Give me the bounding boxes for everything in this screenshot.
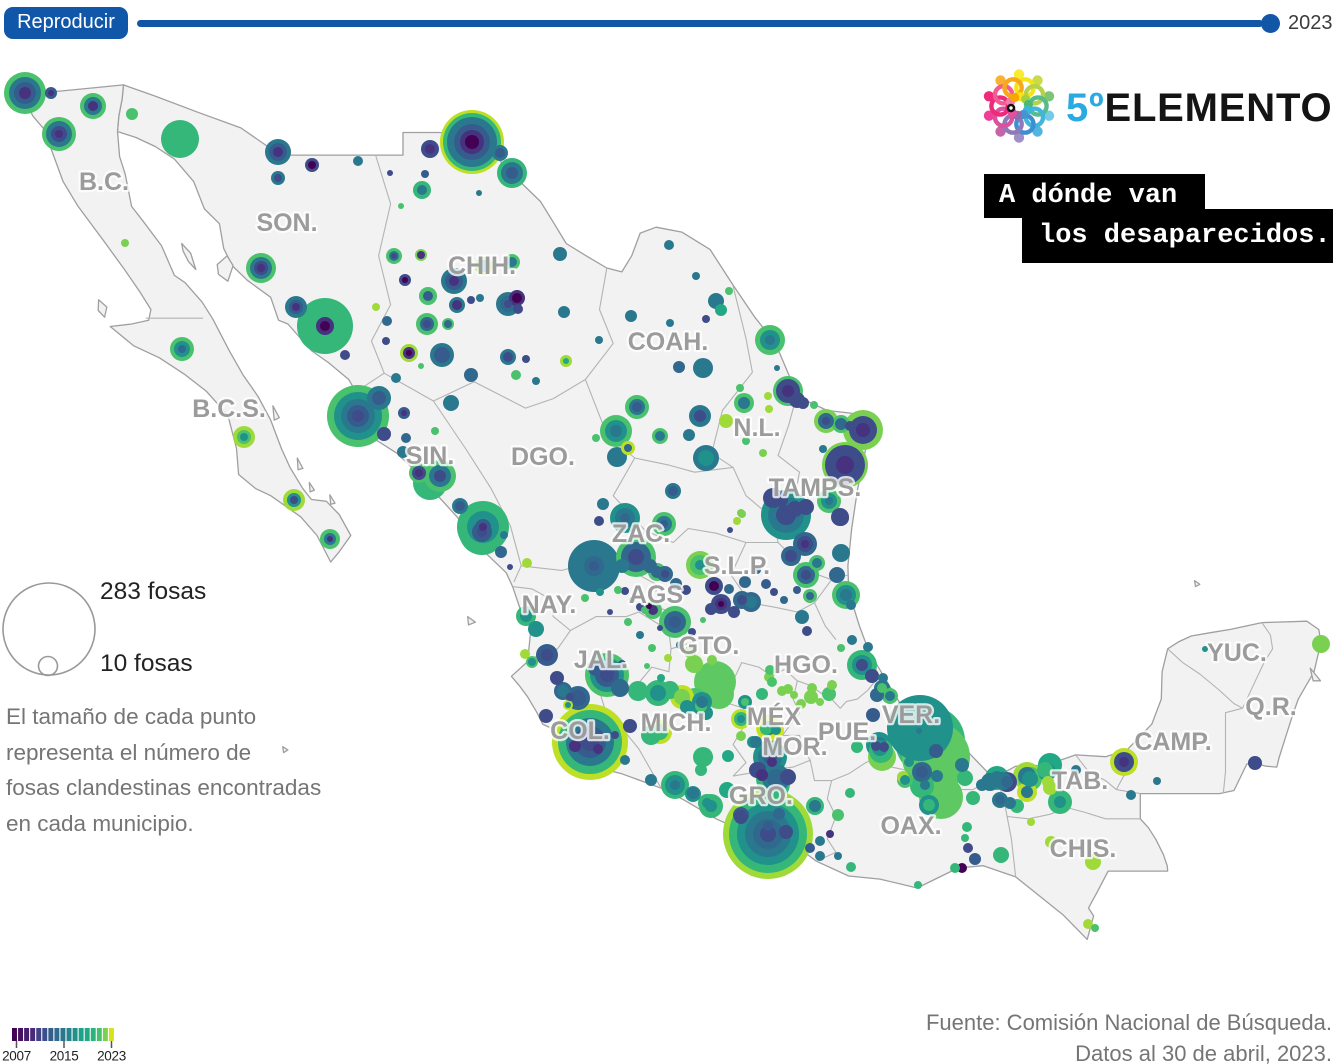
svg-text:GTO.: GTO. — [679, 632, 740, 660]
svg-text:S.L.P.: S.L.P. — [704, 552, 770, 580]
svg-text:AGS: AGS — [629, 581, 683, 609]
svg-text:GRO.: GRO. — [729, 782, 793, 810]
svg-text:TAMPS.: TAMPS. — [769, 474, 862, 502]
svg-text:HGO.: HGO. — [774, 651, 838, 679]
svg-text:N.L.: N.L. — [733, 414, 780, 442]
svg-text:MOR.: MOR. — [762, 733, 827, 761]
svg-text:DGO.: DGO. — [511, 443, 575, 471]
svg-text:B.C.: B.C. — [79, 168, 129, 196]
svg-text:2007: 2007 — [2, 1049, 31, 1064]
svg-text:YUC.: YUC. — [1207, 639, 1267, 667]
svg-text:HGO.: HGO. — [774, 651, 838, 679]
svg-text:CHIH.: CHIH. — [448, 252, 516, 280]
svg-text:DGO.: DGO. — [511, 443, 575, 471]
svg-text:Q.R.: Q.R. — [1245, 693, 1296, 721]
svg-text:MÉX: MÉX — [747, 702, 802, 731]
svg-text:MOR.: MOR. — [762, 733, 827, 761]
svg-text:CAMP.: CAMP. — [1134, 728, 1211, 756]
svg-text:TAB.: TAB. — [1052, 767, 1108, 795]
svg-text:2023: 2023 — [97, 1049, 126, 1064]
svg-text:SIN.: SIN. — [406, 442, 455, 470]
svg-text:B.C.S.: B.C.S. — [192, 395, 266, 423]
svg-text:CHIH.: CHIH. — [448, 252, 516, 280]
svg-text:SON.: SON. — [256, 209, 317, 237]
svg-text:2015: 2015 — [50, 1049, 79, 1064]
svg-text:AGS: AGS — [629, 581, 683, 609]
svg-text:TAB.: TAB. — [1052, 767, 1108, 795]
svg-text:GRO.: GRO. — [729, 782, 793, 810]
svg-text:MICH.: MICH. — [641, 709, 712, 737]
svg-text:ZAC.: ZAC. — [612, 520, 670, 548]
svg-text:B.C.S.: B.C.S. — [192, 395, 266, 423]
svg-text:N.L.: N.L. — [733, 414, 780, 442]
svg-text:OAX.: OAX. — [880, 812, 941, 840]
svg-text:CHIS.: CHIS. — [1050, 835, 1117, 863]
svg-text:MÉX: MÉX — [747, 702, 802, 731]
svg-text:GTO.: GTO. — [679, 632, 740, 660]
svg-text:COAH.: COAH. — [628, 328, 709, 356]
svg-text:PUE.: PUE. — [818, 718, 876, 746]
svg-text:B.C.: B.C. — [79, 168, 129, 196]
svg-text:VER.: VER. — [882, 701, 940, 729]
svg-text:JAL.: JAL. — [574, 646, 628, 674]
svg-text:COL.: COL. — [550, 717, 610, 745]
svg-text:COL.: COL. — [550, 717, 610, 745]
svg-text:NAY.: NAY. — [522, 591, 577, 619]
svg-text:ZAC.: ZAC. — [612, 520, 670, 548]
svg-text:S.L.P.: S.L.P. — [704, 552, 770, 580]
svg-text:YUC.: YUC. — [1207, 639, 1267, 667]
svg-text:Q.R.: Q.R. — [1245, 693, 1296, 721]
svg-text:SON.: SON. — [256, 209, 317, 237]
svg-text:JAL.: JAL. — [574, 646, 628, 674]
svg-text:TAMPS.: TAMPS. — [769, 474, 862, 502]
svg-text:VER.: VER. — [882, 701, 940, 729]
svg-text:MICH.: MICH. — [641, 709, 712, 737]
svg-text:CAMP.: CAMP. — [1134, 728, 1211, 756]
svg-text:CHIS.: CHIS. — [1050, 835, 1117, 863]
svg-text:OAX.: OAX. — [880, 812, 941, 840]
svg-text:SIN.: SIN. — [406, 442, 455, 470]
svg-text:PUE.: PUE. — [818, 718, 876, 746]
svg-text:COAH.: COAH. — [628, 328, 709, 356]
svg-text:NAY.: NAY. — [522, 591, 577, 619]
